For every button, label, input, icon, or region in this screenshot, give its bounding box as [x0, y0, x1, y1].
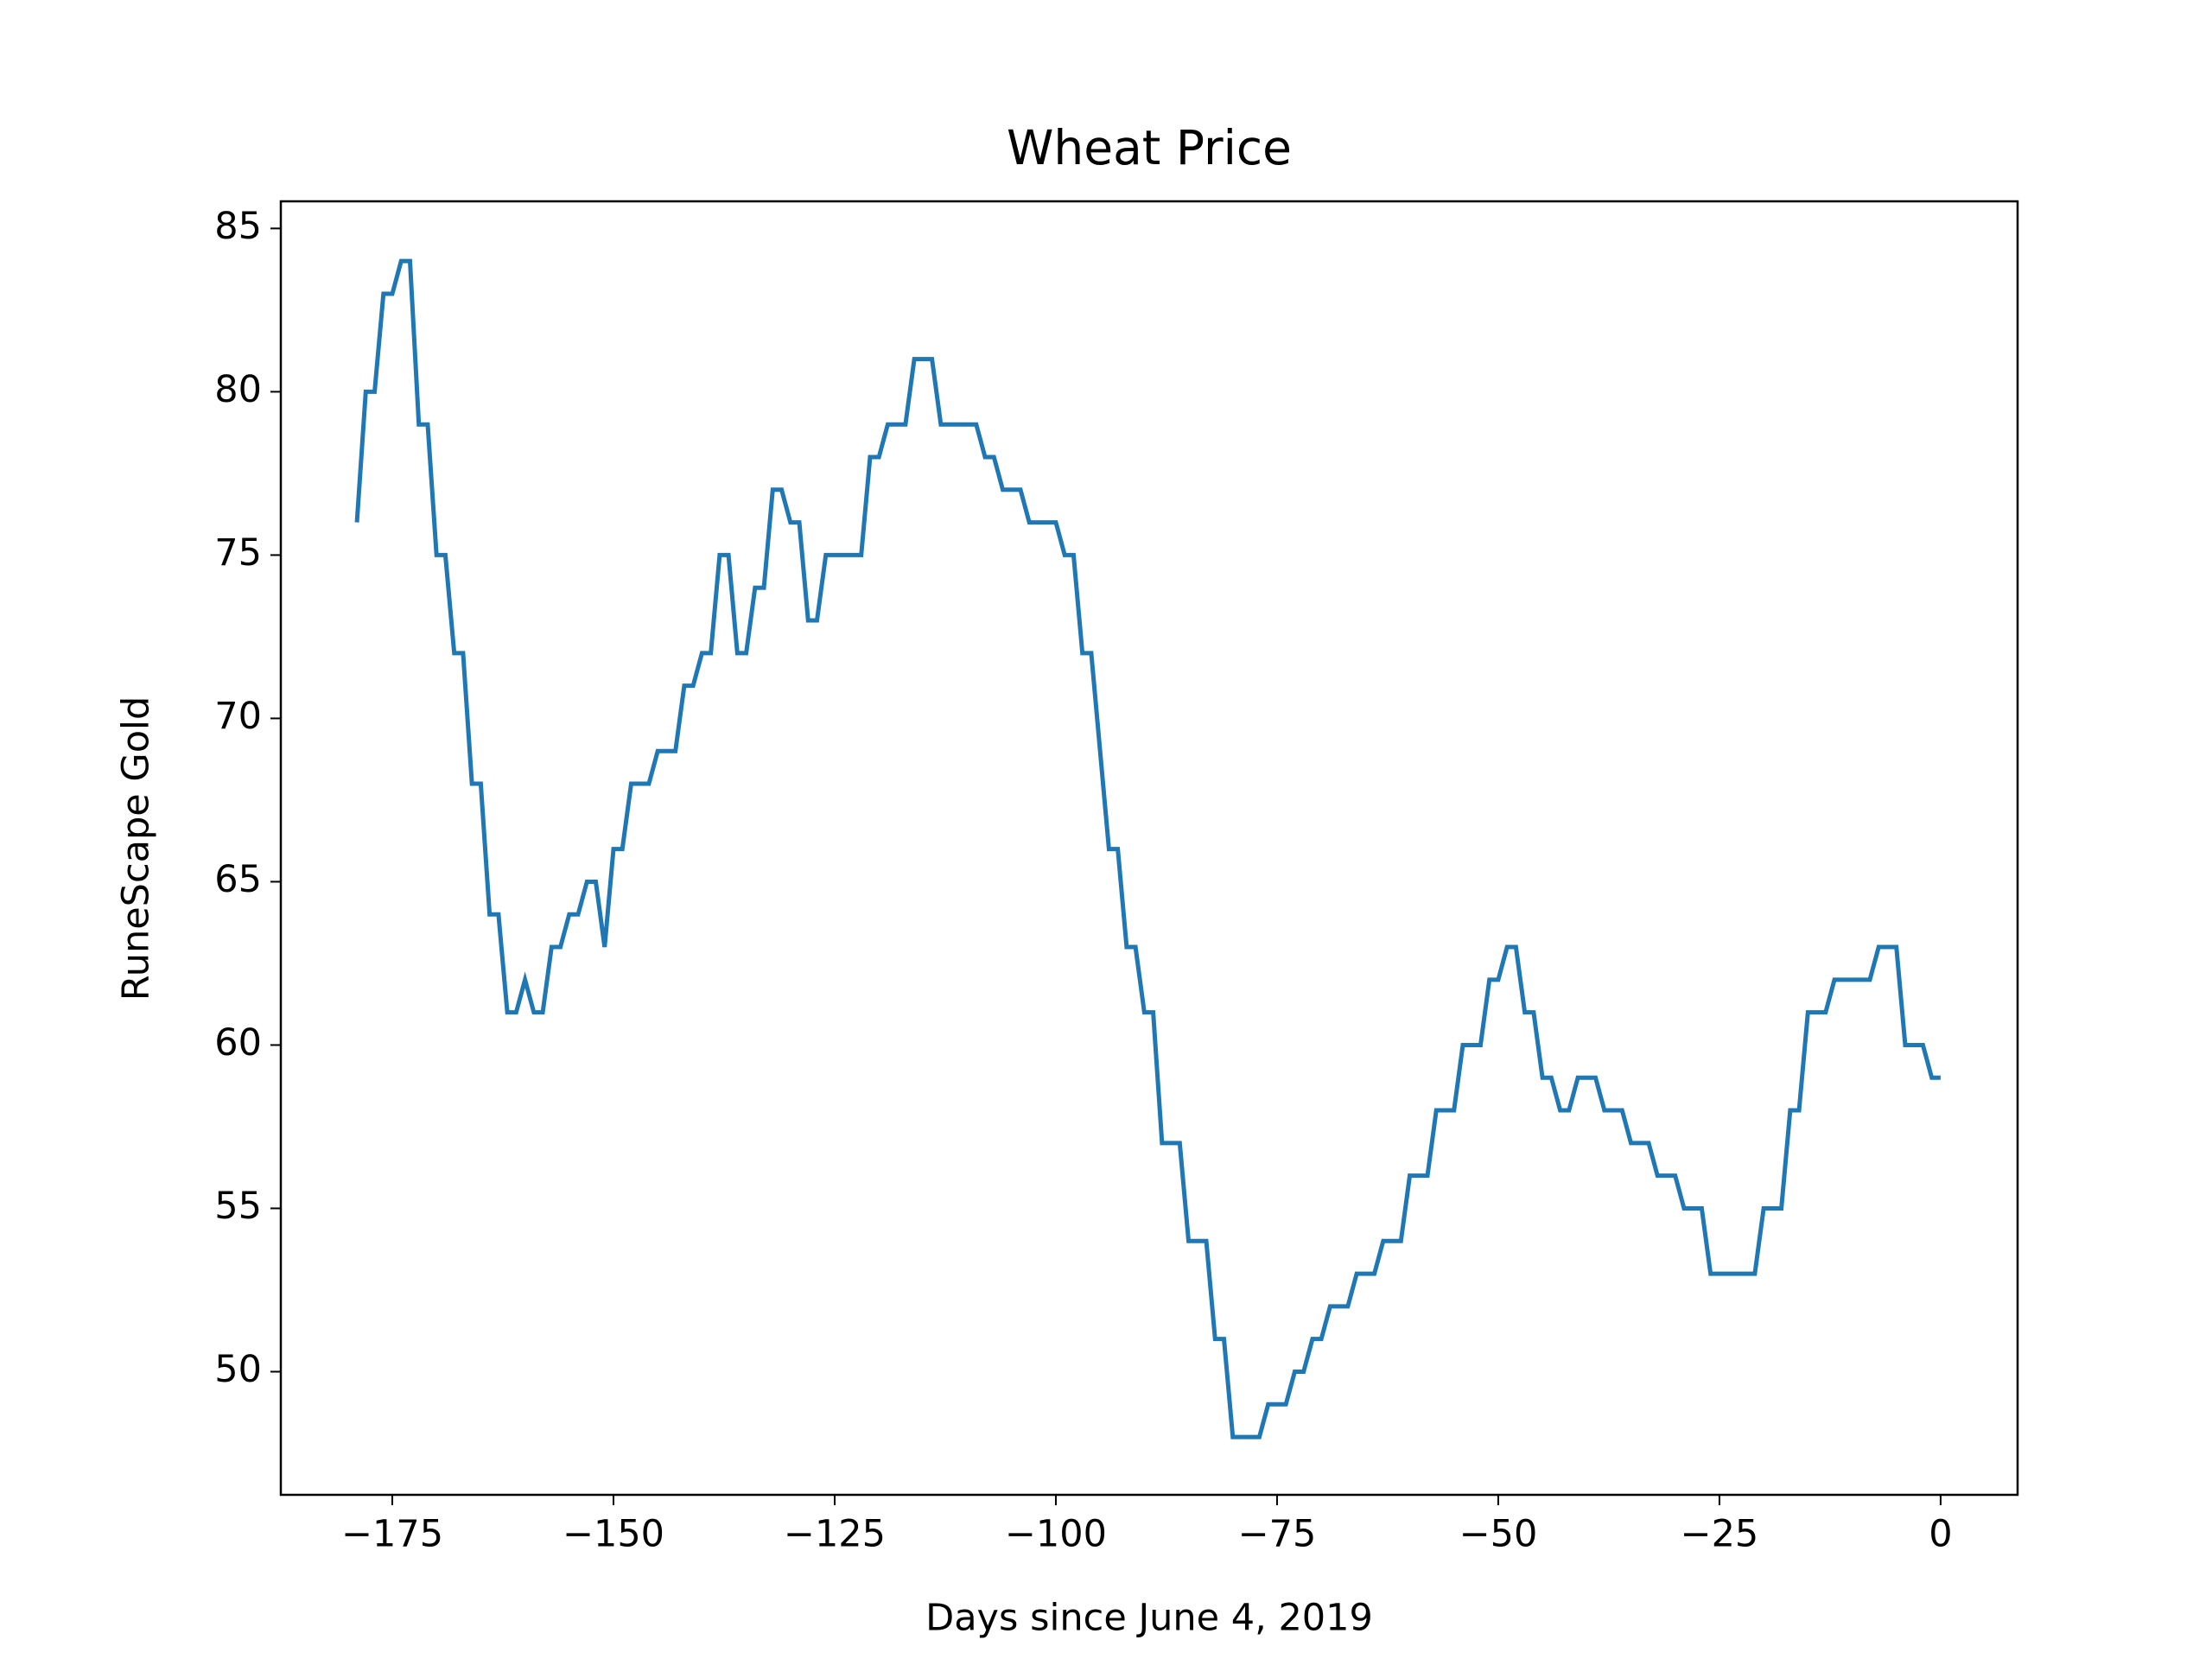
x-tick-label: −175 — [341, 1513, 443, 1556]
y-tick-label: 55 — [214, 1185, 262, 1228]
y-tick-label: 70 — [214, 695, 262, 738]
chart-title: Wheat Price — [1007, 120, 1292, 175]
x-tick-label: 0 — [1929, 1513, 1952, 1556]
x-tick-label: −100 — [1005, 1513, 1107, 1556]
y-tick-label: 50 — [214, 1348, 262, 1391]
data-line — [354, 258, 1941, 1440]
y-tick-label: 80 — [214, 368, 262, 411]
y-tick-label: 60 — [214, 1021, 262, 1065]
x-tick-label: −150 — [563, 1513, 664, 1556]
x-tick-label: −50 — [1459, 1513, 1538, 1556]
x-tick-label: −75 — [1238, 1513, 1317, 1556]
y-axis-label: RuneScape Gold — [115, 696, 158, 1001]
plot-frame — [279, 200, 2019, 1497]
y-tick-label: 65 — [214, 858, 262, 901]
y-tick-label: 75 — [214, 531, 262, 575]
x-axis-label: Days since June 4, 2019 — [925, 1597, 1373, 1640]
x-tick-label: −25 — [1681, 1513, 1759, 1556]
y-tick-label: 85 — [214, 205, 262, 248]
x-tick-label: −125 — [784, 1513, 886, 1556]
